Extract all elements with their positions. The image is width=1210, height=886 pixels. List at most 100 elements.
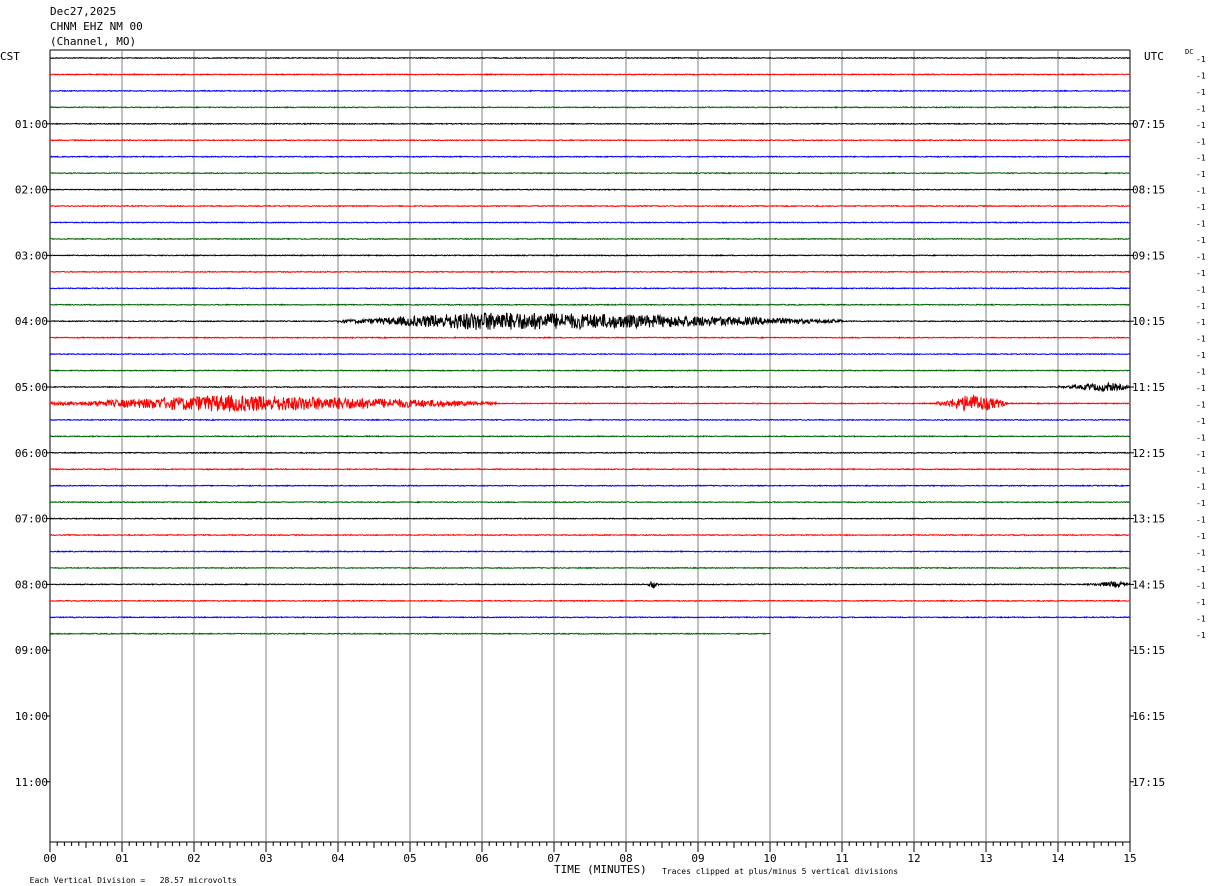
dc-offset-label: -1 [1196, 433, 1206, 442]
dc-offset-label: -1 [1196, 252, 1206, 261]
seismogram-trace [49, 369, 1131, 373]
right-hour-label: 17:15 [1132, 776, 1165, 789]
left-timezone-label: CST [0, 50, 20, 63]
seismogram-trace [49, 221, 1131, 224]
vertical-division-note: Each Vertical Division = 28.57 microvolt… [20, 867, 237, 885]
right-hour-label: 11:15 [1132, 381, 1165, 394]
header-station: CHNM EHZ NM 00 [50, 20, 143, 33]
x-tick-label: 15 [1123, 852, 1136, 865]
right-hour-label: 08:15 [1132, 184, 1165, 197]
x-tick-label: 11 [835, 852, 848, 865]
seismogram-trace [49, 484, 1131, 488]
seismogram-trace [49, 138, 1131, 142]
dc-offset-label: -1 [1196, 368, 1206, 377]
header-date: Dec27,2025 [50, 5, 117, 18]
seismogram-trace [50, 155, 1131, 159]
dc-offset-label: -1 [1196, 384, 1206, 393]
left-hour-label: 05:00 [15, 381, 48, 394]
seismogram-trace [49, 122, 1131, 126]
dc-offset-label: -1 [1196, 499, 1206, 508]
dc-offset-label: -1 [1196, 220, 1206, 229]
seismogram-trace [49, 394, 1131, 412]
seismogram-trace [49, 500, 1131, 504]
clip-note: Traces clipped at plus/minus 5 vertical … [662, 867, 899, 876]
dc-offset-label: -1 [1196, 351, 1206, 360]
seismogram-trace [50, 533, 1131, 537]
seismogram-trace [49, 550, 1131, 553]
seismogram-trace [49, 336, 1131, 340]
right-hour-label: 16:15 [1132, 710, 1165, 723]
dc-offset-label: -1 [1196, 302, 1206, 311]
seismogram-trace [49, 254, 1131, 257]
dc-offset-label: -1 [1196, 483, 1206, 492]
seismogram-trace [50, 286, 1131, 290]
x-tick-label: 09 [691, 852, 704, 865]
left-hour-label: 06:00 [15, 447, 48, 460]
seismogram-trace [49, 381, 1131, 393]
x-tick-label: 07 [547, 852, 560, 865]
dc-offset-label: -1 [1196, 137, 1206, 146]
x-tick-label: 02 [187, 852, 200, 865]
dc-offset-label: -1 [1196, 549, 1206, 558]
x-tick-label: 03 [259, 852, 272, 865]
dc-offset-label: -1 [1196, 269, 1206, 278]
left-hour-label: 04:00 [15, 315, 48, 328]
dc-label: DC [1185, 48, 1194, 56]
dc-offset-label: -1 [1196, 170, 1206, 179]
dc-offset-label: -1 [1196, 285, 1206, 294]
dc-offset-label: -1 [1196, 400, 1206, 409]
seismogram-trace [49, 89, 1131, 93]
seismogram-trace [49, 632, 771, 636]
dc-offset-label: -1 [1196, 104, 1206, 113]
dc-offset-label: -1 [1196, 450, 1206, 459]
x-tick-label: 14 [1051, 852, 1065, 865]
seismogram-trace [49, 418, 1131, 422]
dc-offset-label: -1 [1196, 565, 1206, 574]
x-tick-label: 10 [763, 852, 776, 865]
right-hour-label: 15:15 [1132, 644, 1165, 657]
dc-offset-label: -1 [1196, 598, 1206, 607]
x-tick-label: 06 [475, 852, 488, 865]
dc-offset-label: -1 [1196, 236, 1206, 245]
dc-offset-label: -1 [1196, 614, 1206, 623]
x-tick-label: 01 [115, 852, 128, 865]
right-hour-label: 12:15 [1132, 447, 1165, 460]
left-hour-label: 02:00 [15, 184, 48, 197]
left-hour-label: 08:00 [15, 578, 48, 591]
seismogram-trace [49, 566, 1131, 570]
right-timezone-label: UTC [1144, 50, 1164, 63]
dc-offset-label: -1 [1196, 466, 1206, 475]
dc-offset-label: -1 [1196, 71, 1206, 80]
dc-offset-label: -1 [1196, 335, 1206, 344]
right-hour-label: 09:15 [1132, 249, 1165, 262]
right-hour-label: 14:15 [1132, 578, 1165, 591]
seismogram-trace [49, 467, 1131, 471]
dc-offset-label: -1 [1196, 121, 1206, 130]
left-hour-label: 09:00 [15, 644, 48, 657]
seismogram-trace [49, 517, 1131, 520]
x-tick-label: 13 [979, 852, 992, 865]
seismogram-trace [49, 352, 1131, 356]
seismogram-trace [49, 599, 1131, 603]
dc-offset-label: -1 [1196, 631, 1206, 640]
seismogram-trace [49, 237, 1131, 241]
seismogram-trace [49, 451, 1131, 455]
seismogram-trace [49, 204, 1131, 208]
dc-offset-label: -1 [1196, 187, 1206, 196]
seismogram-trace [49, 615, 1131, 619]
dc-offset-label: -1 [1196, 318, 1206, 327]
dc-offset-label: -1 [1196, 88, 1206, 97]
seismogram-trace [49, 105, 1131, 109]
seismogram-trace [49, 303, 1131, 307]
dc-offset-label: -1 [1196, 154, 1206, 163]
seismogram-trace [49, 171, 1131, 175]
left-hour-label: 07:00 [15, 513, 48, 526]
x-tick-label: 04 [331, 852, 345, 865]
vertical-division-prefix: Each Vertical Division = [29, 876, 146, 885]
left-hour-label: 01:00 [15, 118, 48, 131]
seismogram-trace [49, 56, 1131, 60]
left-hour-label: 11:00 [15, 776, 48, 789]
x-tick-label: 08 [619, 852, 632, 865]
left-hour-label: 03:00 [15, 249, 48, 262]
